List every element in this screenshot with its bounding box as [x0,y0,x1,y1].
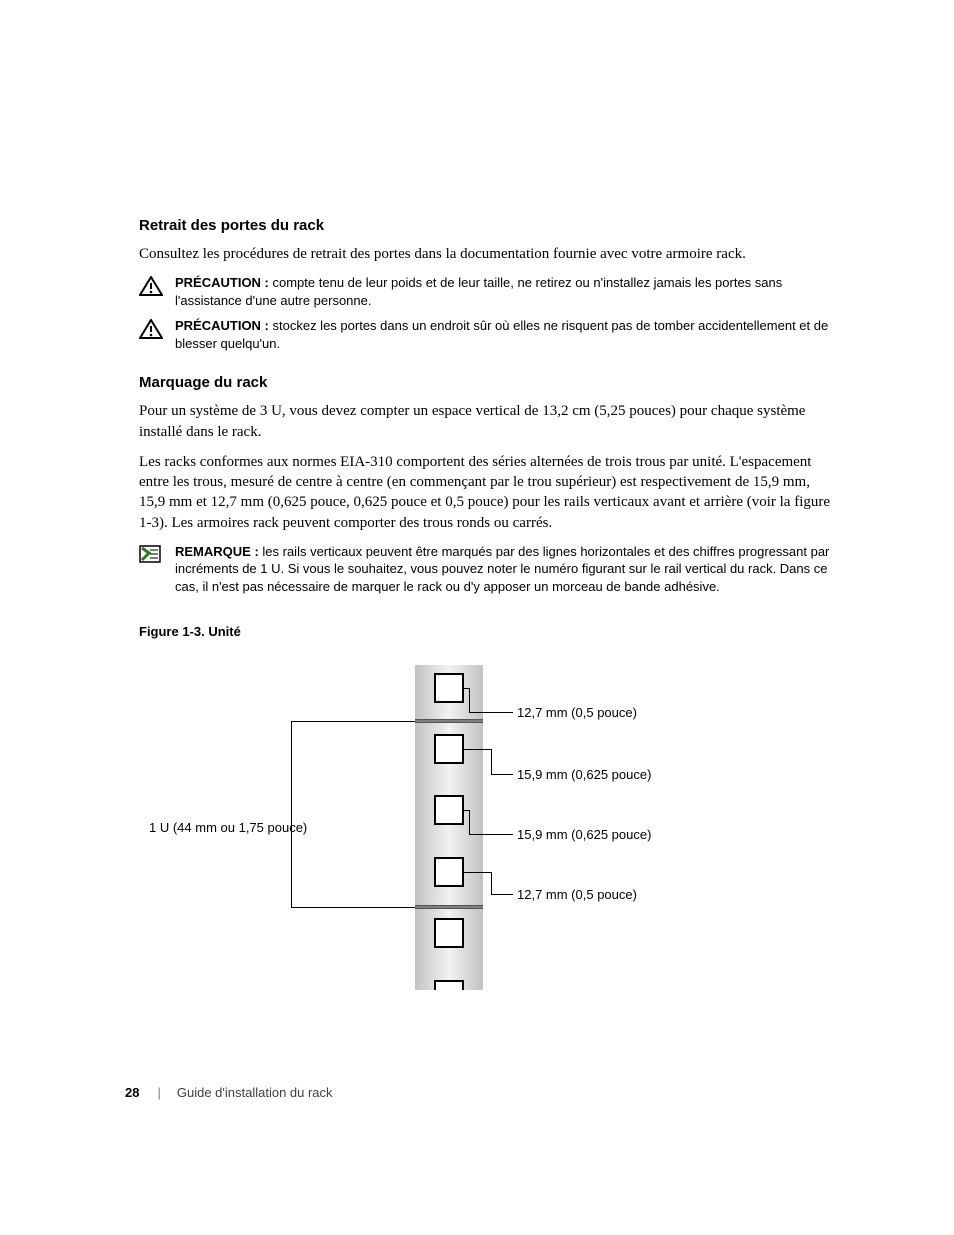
footer-page-number: 28 [125,1085,139,1100]
caution-2-label: PRÉCAUTION : [175,318,273,333]
spacing-label: 15,9 mm (0,625 pouce) [517,827,651,842]
caution-2-body: stockez les portes dans un endroit sûr o… [175,318,828,351]
leader-line [464,872,491,873]
heading-retrait: Retrait des portes du rack [139,217,835,234]
heading-marquage: Marquage du rack [139,374,835,391]
leader-line [464,810,469,811]
bracket-line [291,907,415,908]
leader-line [469,712,513,713]
note-text: REMARQUE : les rails verticaux peuvent ê… [175,543,835,596]
caution-1-label: PRÉCAUTION : [175,275,273,290]
leader-line [469,810,470,834]
leader-line [491,774,513,775]
bracket-line [291,721,415,722]
rail-hole [434,857,464,887]
para-marquage-2: Les racks conformes aux normes EIA-310 c… [139,452,835,533]
para-marquage-1: Pour un système de 3 U, vous devez compt… [139,401,835,442]
caution-icon [139,276,167,301]
para-retrait: Consultez les procédures de retrait des … [139,244,835,264]
note-label: REMARQUE : [175,544,262,559]
spacing-label: 12,7 mm (0,5 pouce) [517,887,637,902]
leader-line [464,688,469,689]
footer-separator: | [157,1085,160,1100]
leader-line [491,872,492,894]
rail-divider [415,719,483,723]
figure-caption: Figure 1-3. Unité [139,624,835,639]
page-footer: 28 | Guide d'installation du rack [125,1085,333,1100]
spacing-label: 15,9 mm (0,625 pouce) [517,767,651,782]
caution-1-text: PRÉCAUTION : compte tenu de leur poids e… [175,274,835,309]
leader-line [491,894,513,895]
note-icon [139,545,167,568]
spacing-label: 12,7 mm (0,5 pouce) [517,705,637,720]
rail-hole [434,918,464,948]
caution-1: PRÉCAUTION : compte tenu de leur poids e… [139,274,835,309]
rail-hole [434,673,464,703]
bracket-line [291,721,292,907]
leader-line [464,749,491,750]
rail-hole [434,795,464,825]
figure-unite: 1 U (44 mm ou 1,75 pouce) 12,7 mm (0,5 po… [139,665,835,995]
rail-hole [434,734,464,764]
leader-line [491,749,492,774]
leader-line [469,834,513,835]
label-1u: 1 U (44 mm ou 1,75 pouce) [149,820,307,835]
note-body: les rails verticaux peuvent être marqués… [175,544,829,594]
footer-title: Guide d'installation du rack [177,1085,333,1100]
caution-2: PRÉCAUTION : stockez les portes dans un … [139,317,835,352]
rail-divider [415,905,483,909]
leader-line [469,688,470,712]
caution-2-text: PRÉCAUTION : stockez les portes dans un … [175,317,835,352]
note-remarque: REMARQUE : les rails verticaux peuvent ê… [139,543,835,596]
rail-hole [434,980,464,990]
caution-icon [139,319,167,344]
